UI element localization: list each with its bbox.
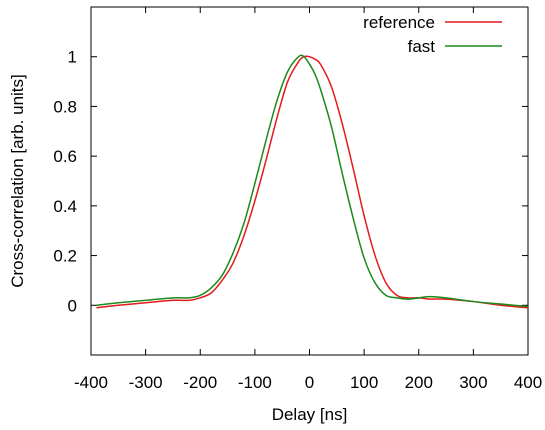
x-tick-label: 0 bbox=[305, 373, 314, 392]
y-tick-label: 0.4 bbox=[53, 197, 77, 216]
y-tick-label: 0.2 bbox=[53, 247, 77, 266]
y-tick-label: 0.8 bbox=[53, 97, 77, 116]
legend-label-fast: fast bbox=[408, 37, 436, 56]
x-tick-label: 300 bbox=[459, 373, 487, 392]
x-tick-label: 400 bbox=[514, 373, 542, 392]
y-tick-label: 0.6 bbox=[53, 147, 77, 166]
x-tick-label: 200 bbox=[405, 373, 433, 392]
y-axis: 0 0.2 0.4 0.6 0.8 1 bbox=[53, 48, 528, 315]
legend-label-reference: reference bbox=[363, 13, 435, 32]
series-line-reference bbox=[96, 55, 529, 309]
y-tick-label: 0 bbox=[68, 296, 77, 315]
legend: reference fast bbox=[363, 13, 502, 56]
x-tick-label: 100 bbox=[350, 373, 378, 392]
plot-border bbox=[90, 6, 529, 356]
y-axis-title: Cross-correlation [arb. units] bbox=[8, 74, 27, 288]
x-tick-label: -300 bbox=[129, 373, 163, 392]
series-line-fast bbox=[96, 54, 529, 308]
series-group bbox=[96, 54, 529, 309]
y-tick-label: 1 bbox=[68, 48, 77, 67]
x-axis-title: Delay [ns] bbox=[272, 405, 348, 424]
x-tick-label: -100 bbox=[238, 373, 272, 392]
x-tick-label: -200 bbox=[183, 373, 217, 392]
x-axis: -400 -300 -200 -100 0 100 200 300 400 bbox=[74, 7, 542, 392]
x-tick-label: -400 bbox=[74, 373, 108, 392]
plot-frame bbox=[90, 6, 529, 356]
